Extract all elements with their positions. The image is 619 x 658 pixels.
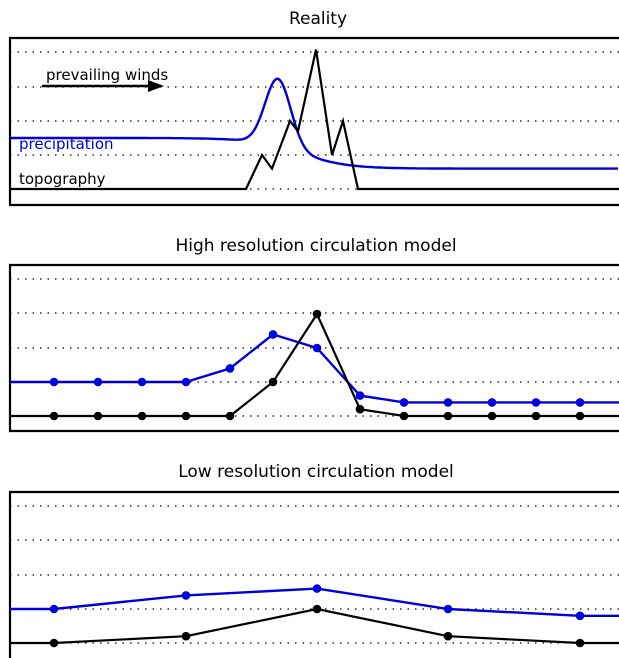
topography-marker — [443, 631, 453, 641]
topography-line — [10, 49, 619, 191]
topography-label: topography — [19, 170, 106, 188]
winds-label: prevailing winds — [46, 66, 168, 84]
wind-arrow — [42, 80, 164, 92]
topography-marker — [355, 404, 365, 414]
panel-title-low-res: Low resolution circulation model — [178, 462, 454, 482]
precipitation-marker — [399, 398, 409, 407]
precipitation-marker — [49, 604, 59, 614]
precipitation-marker — [487, 398, 497, 407]
topography-marker — [137, 411, 147, 421]
precipitation-marker — [443, 398, 453, 407]
grid-point-markers — [49, 584, 585, 648]
precipitation-label: precipitation — [19, 135, 114, 153]
precipitation-marker — [312, 584, 322, 593]
topography-marker — [49, 638, 59, 648]
topography-marker — [312, 309, 322, 319]
topography-marker — [575, 411, 585, 421]
panel-title-high-res: High resolution circulation model — [175, 236, 456, 256]
topography-marker — [93, 411, 103, 421]
topography-marker — [225, 411, 235, 421]
topography-marker — [49, 411, 59, 421]
precipitation-marker — [225, 364, 235, 373]
precipitation-marker — [443, 604, 453, 614]
precipitation-marker — [93, 377, 103, 387]
panel-low-res: Low resolution circulation model — [8, 462, 619, 658]
frame-high-res — [8, 263, 619, 433]
panel-title-reality: Reality — [289, 9, 347, 29]
precipitation-marker — [49, 377, 59, 387]
precipitation-marker — [137, 377, 147, 387]
topography-marker — [181, 631, 191, 641]
precipitation-marker — [181, 591, 191, 600]
topography-line — [10, 311, 619, 418]
panel-reality: Reality prevailing winds precipitation t… — [8, 9, 619, 207]
precipitation-marker — [181, 377, 191, 387]
grid-low-res — [10, 505, 619, 644]
topography-marker — [531, 411, 541, 421]
precipitation-marker — [575, 398, 585, 407]
precipitation-marker — [312, 343, 322, 353]
topography-marker — [487, 411, 497, 421]
precipitation-marker — [531, 398, 541, 407]
precipitation-marker — [575, 611, 585, 621]
topography-marker — [181, 411, 191, 421]
precipitation-marker — [355, 391, 365, 400]
topography-marker — [312, 604, 322, 614]
topography-marker — [443, 411, 453, 421]
precipitation-marker — [268, 330, 278, 339]
topography-marker — [268, 377, 278, 387]
topography-marker — [575, 638, 585, 648]
topography-marker — [399, 411, 409, 421]
grid-point-markers — [49, 309, 585, 421]
precipitation-curve — [10, 77, 618, 170]
frame-low-res — [8, 490, 619, 658]
frame-reality — [8, 36, 619, 207]
panel-high-res: High resolution circulation model — [8, 236, 619, 433]
